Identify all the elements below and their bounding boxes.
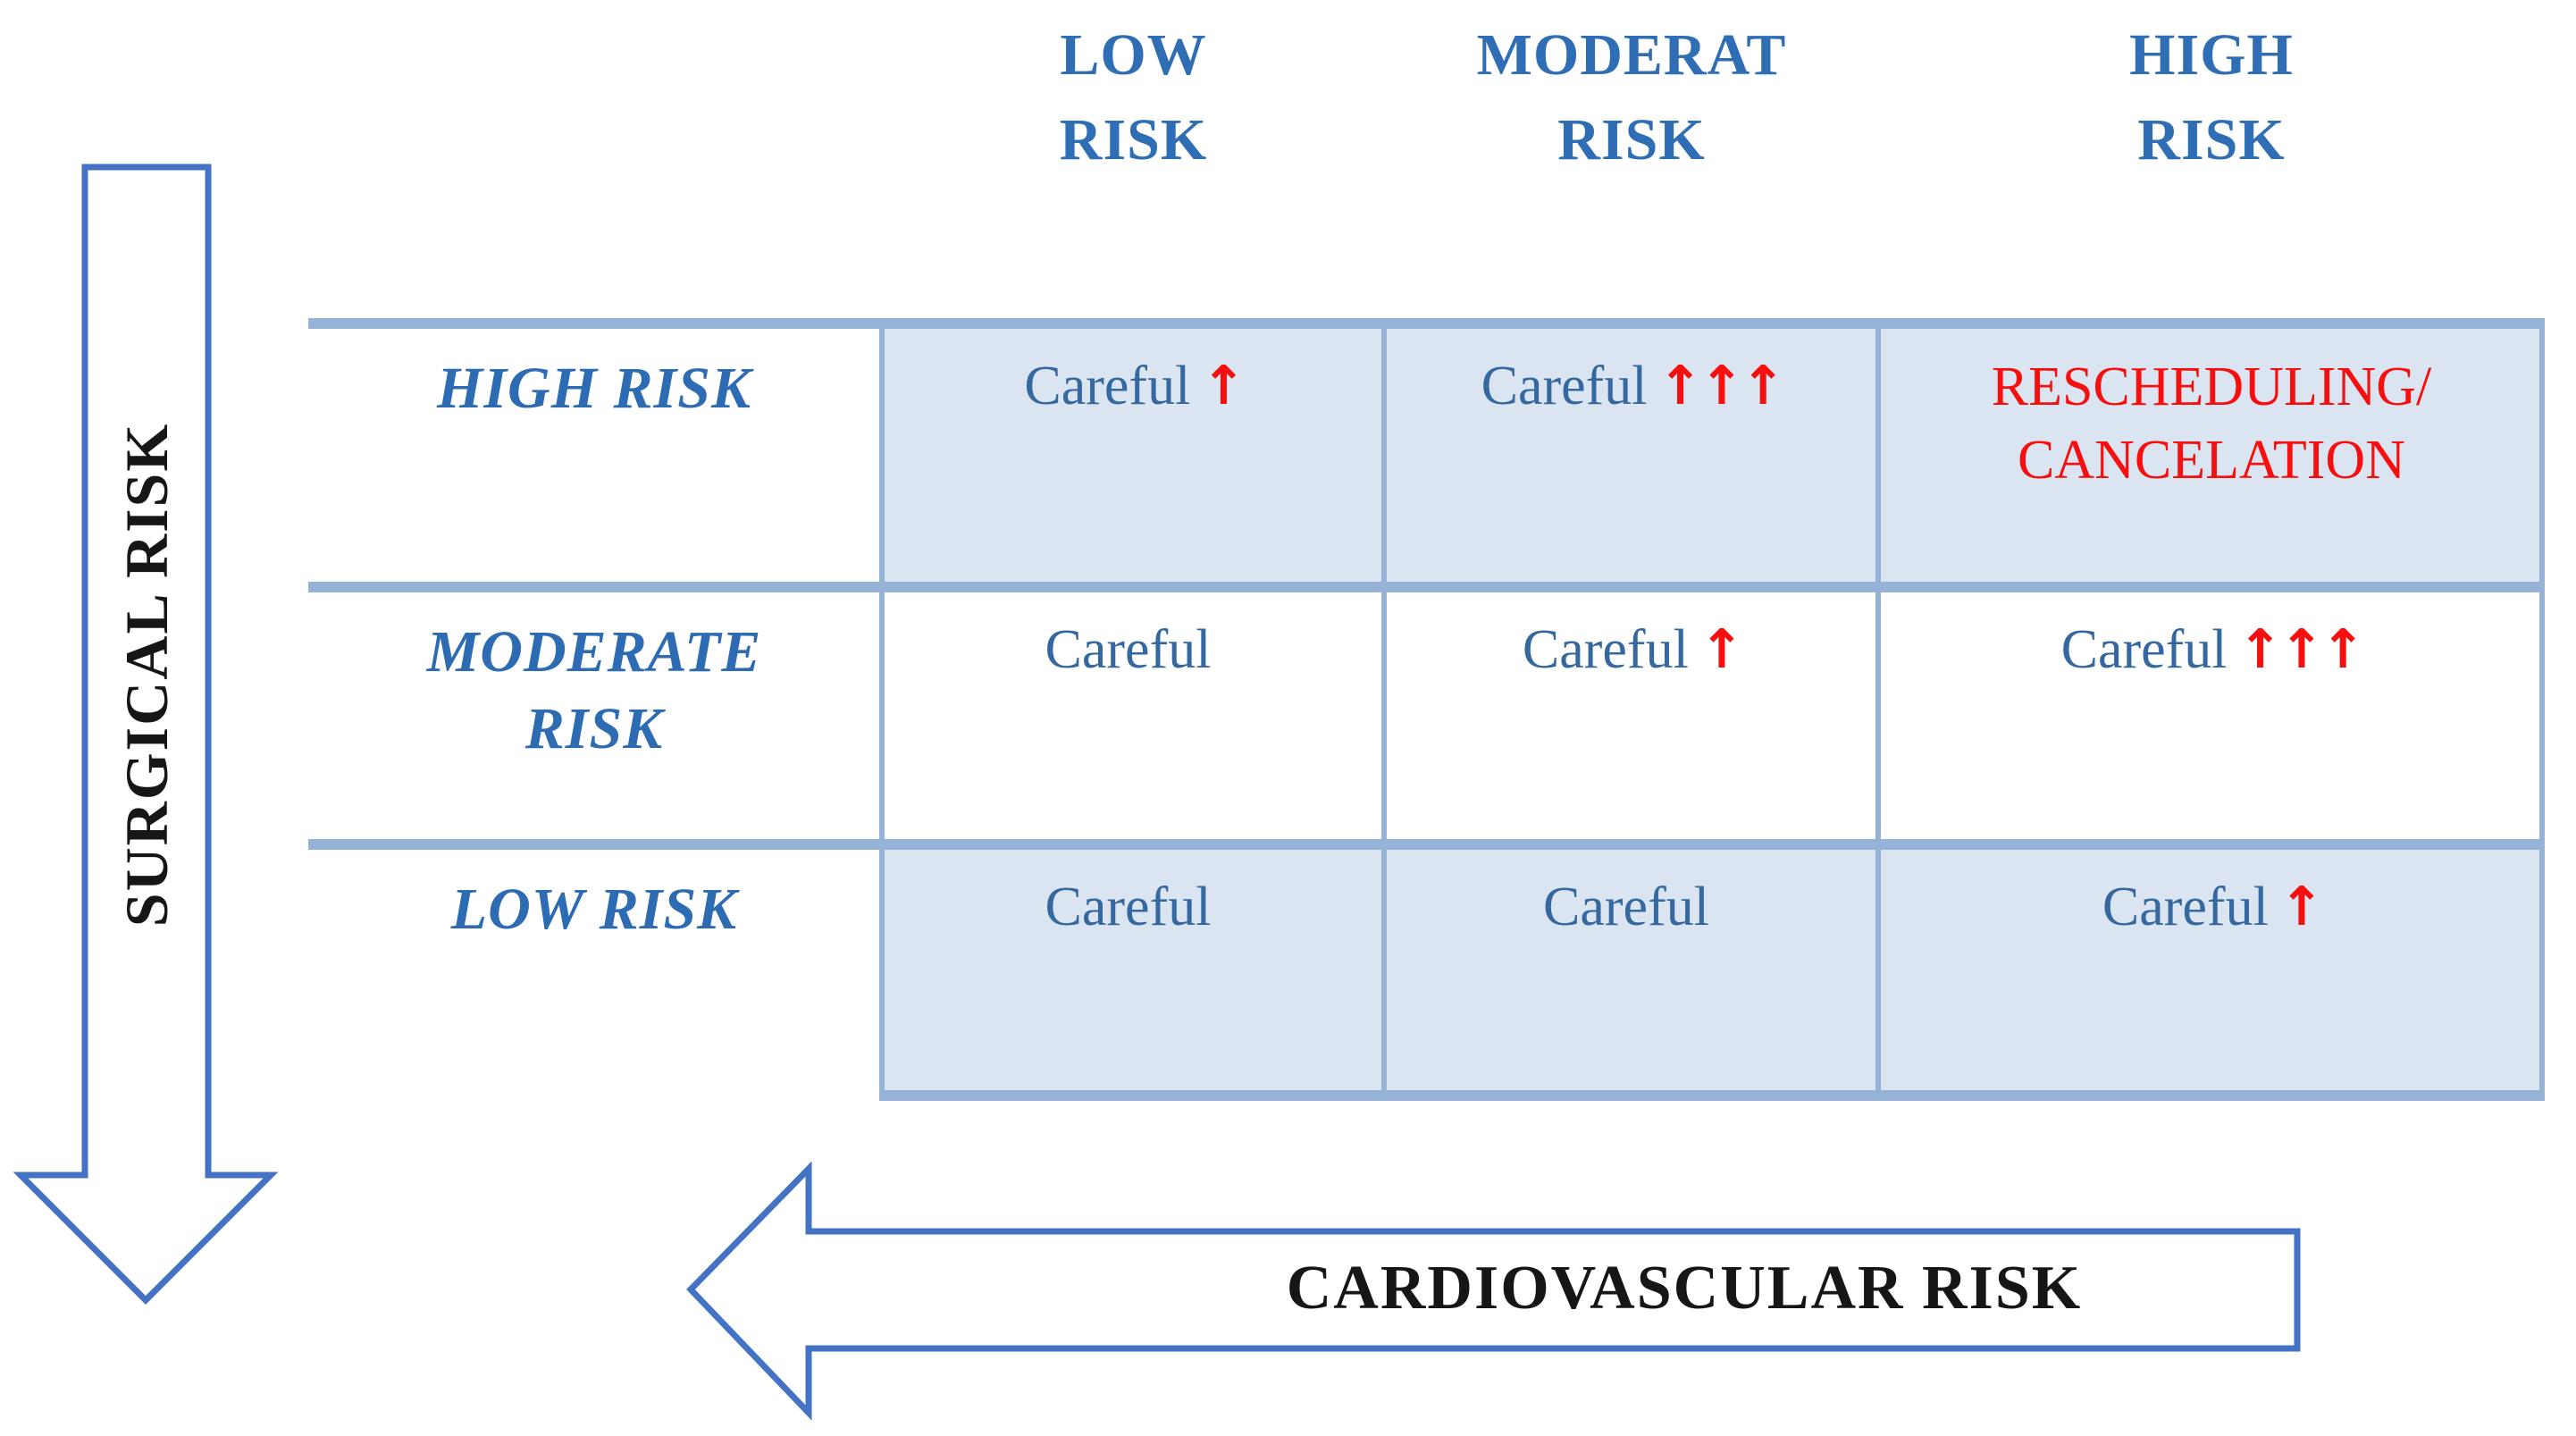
table-border-col2-col3 — [1381, 318, 1387, 1101]
table-border-row2-row3 — [308, 839, 2545, 850]
up-arrow-icon: ↑ — [2278, 876, 2324, 938]
table-border-row1-row2 — [308, 582, 2545, 592]
cell-label: Careful — [1045, 877, 1212, 937]
table-border-top — [308, 318, 2545, 329]
cardiovascular-risk-left-arrow — [686, 1161, 2301, 1421]
cell-label: Careful — [1481, 356, 1648, 416]
cell-label: Careful — [1045, 619, 1212, 680]
rescheduling-cancelation-label: RESCHEDULING/ CANCELATION — [1991, 357, 2432, 491]
cell-high-high: RESCHEDULING/ CANCELATION — [1881, 329, 2542, 582]
cell-label: Careful — [2102, 877, 2269, 937]
cardiovascular-risk-axis-label: CARDIOVASCULAR RISK — [1286, 1254, 2083, 1323]
cell-label: Careful — [1522, 619, 1689, 680]
cell-moderate-moderate: Careful ↑ — [1387, 592, 1876, 839]
cell-moderate-high: Careful ↑↑↑ — [1881, 592, 2542, 839]
column-header-moderate-risk: MODERAT RISK — [1476, 22, 1787, 172]
row-header-low-risk: LOW RISK — [308, 850, 880, 1090]
cell-label: Careful — [2060, 619, 2228, 680]
surgical-risk-down-arrow — [13, 164, 279, 1305]
row-header-label: LOW RISK — [450, 877, 738, 942]
table-border-right — [2539, 318, 2545, 1101]
column-header-high-risk: HIGH RISK — [2129, 22, 2294, 172]
cell-moderate-low: Careful — [885, 592, 1382, 839]
table-border-bottom — [880, 1090, 2545, 1101]
row-header-label: MODERATE RISK — [426, 619, 762, 761]
row-header-moderate-risk: MODERATE RISK — [308, 592, 880, 839]
up-arrow-icon: ↑ — [1201, 355, 1246, 417]
cell-low-moderate: Careful — [1387, 850, 1876, 1090]
column-header-low-risk: LOW RISK — [1059, 22, 1208, 172]
surgical-risk-axis-label: SURGICAL RISK — [113, 422, 180, 928]
table-border-col3-col4 — [1875, 318, 1881, 1101]
up-arrow-icon: ↑ — [1699, 618, 1744, 681]
cell-high-low: Careful ↑ — [885, 329, 1382, 582]
row-header-high-risk: HIGH RISK — [308, 329, 880, 582]
cell-high-moderate: Careful ↑↑↑ — [1387, 329, 1876, 582]
table-border-col1-col2 — [879, 318, 885, 1101]
cell-low-high: Careful ↑ — [1881, 850, 2542, 1090]
cell-low-low: Careful — [885, 850, 1382, 1090]
row-header-label: HIGH RISK — [437, 356, 751, 421]
cell-label: Careful — [1024, 356, 1191, 416]
up-arrow-icon: ↑↑↑ — [1657, 355, 1786, 417]
cell-label: Careful — [1543, 877, 1709, 937]
up-arrow-icon: ↑↑↑ — [2237, 618, 2366, 681]
